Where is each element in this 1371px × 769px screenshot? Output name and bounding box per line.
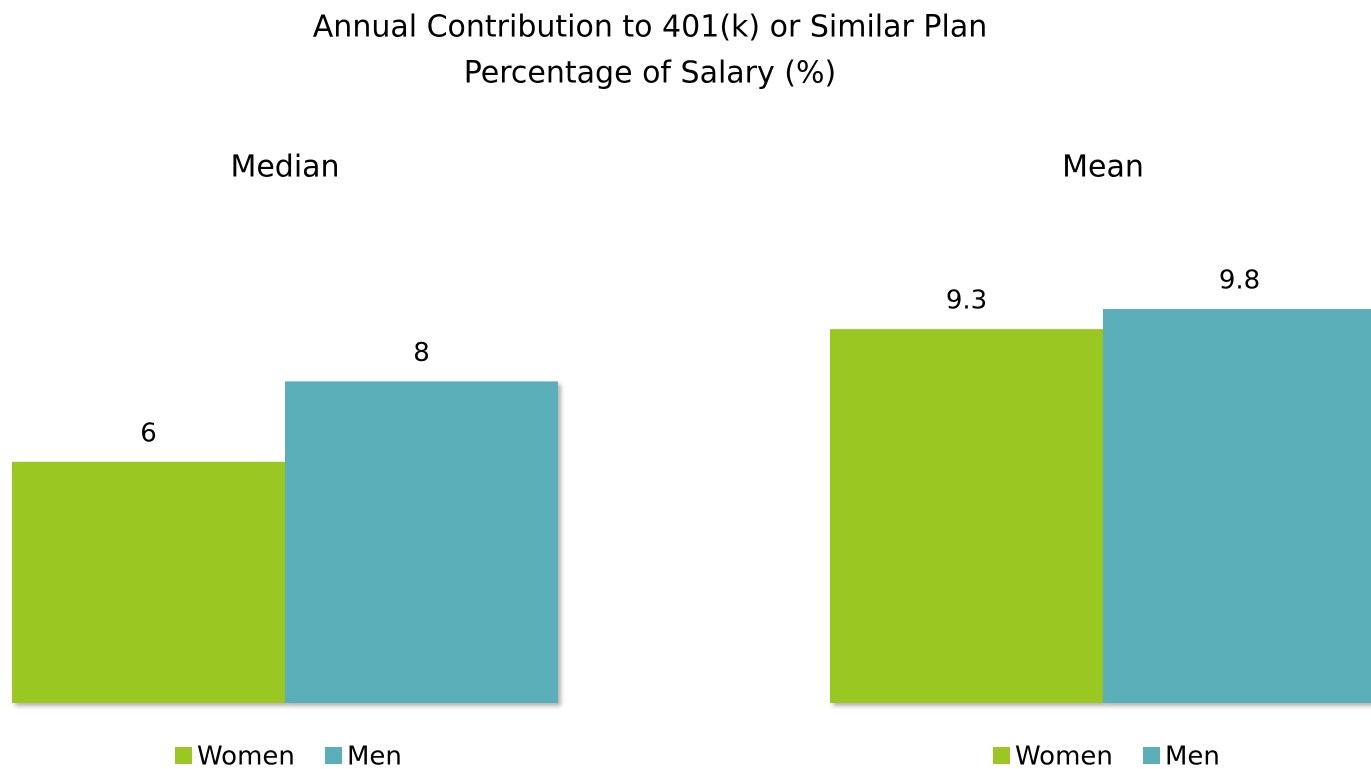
bar <box>830 329 1103 703</box>
data-label: 8 <box>413 338 430 368</box>
bar <box>1103 309 1371 703</box>
legend-label: Men <box>347 742 402 769</box>
legend-label: Men <box>1165 742 1220 769</box>
legend-swatch <box>175 747 192 764</box>
legend-swatch <box>1143 747 1160 764</box>
chart-subtitle: Percentage of Salary (%) <box>464 56 836 91</box>
panel-title: Median <box>230 150 339 185</box>
legend-label: Women <box>1015 742 1113 769</box>
data-label: 9.8 <box>1219 266 1260 296</box>
legend-swatch <box>993 747 1010 764</box>
legend-label: Women <box>197 742 295 769</box>
chart-title: Annual Contribution to 401(k) or Similar… <box>313 10 987 45</box>
bar <box>12 461 285 703</box>
legend-swatch <box>325 747 342 764</box>
panel-title: Mean <box>1062 150 1144 185</box>
data-label: 6 <box>140 418 157 448</box>
data-label: 9.3 <box>946 286 987 316</box>
bar <box>285 381 558 703</box>
